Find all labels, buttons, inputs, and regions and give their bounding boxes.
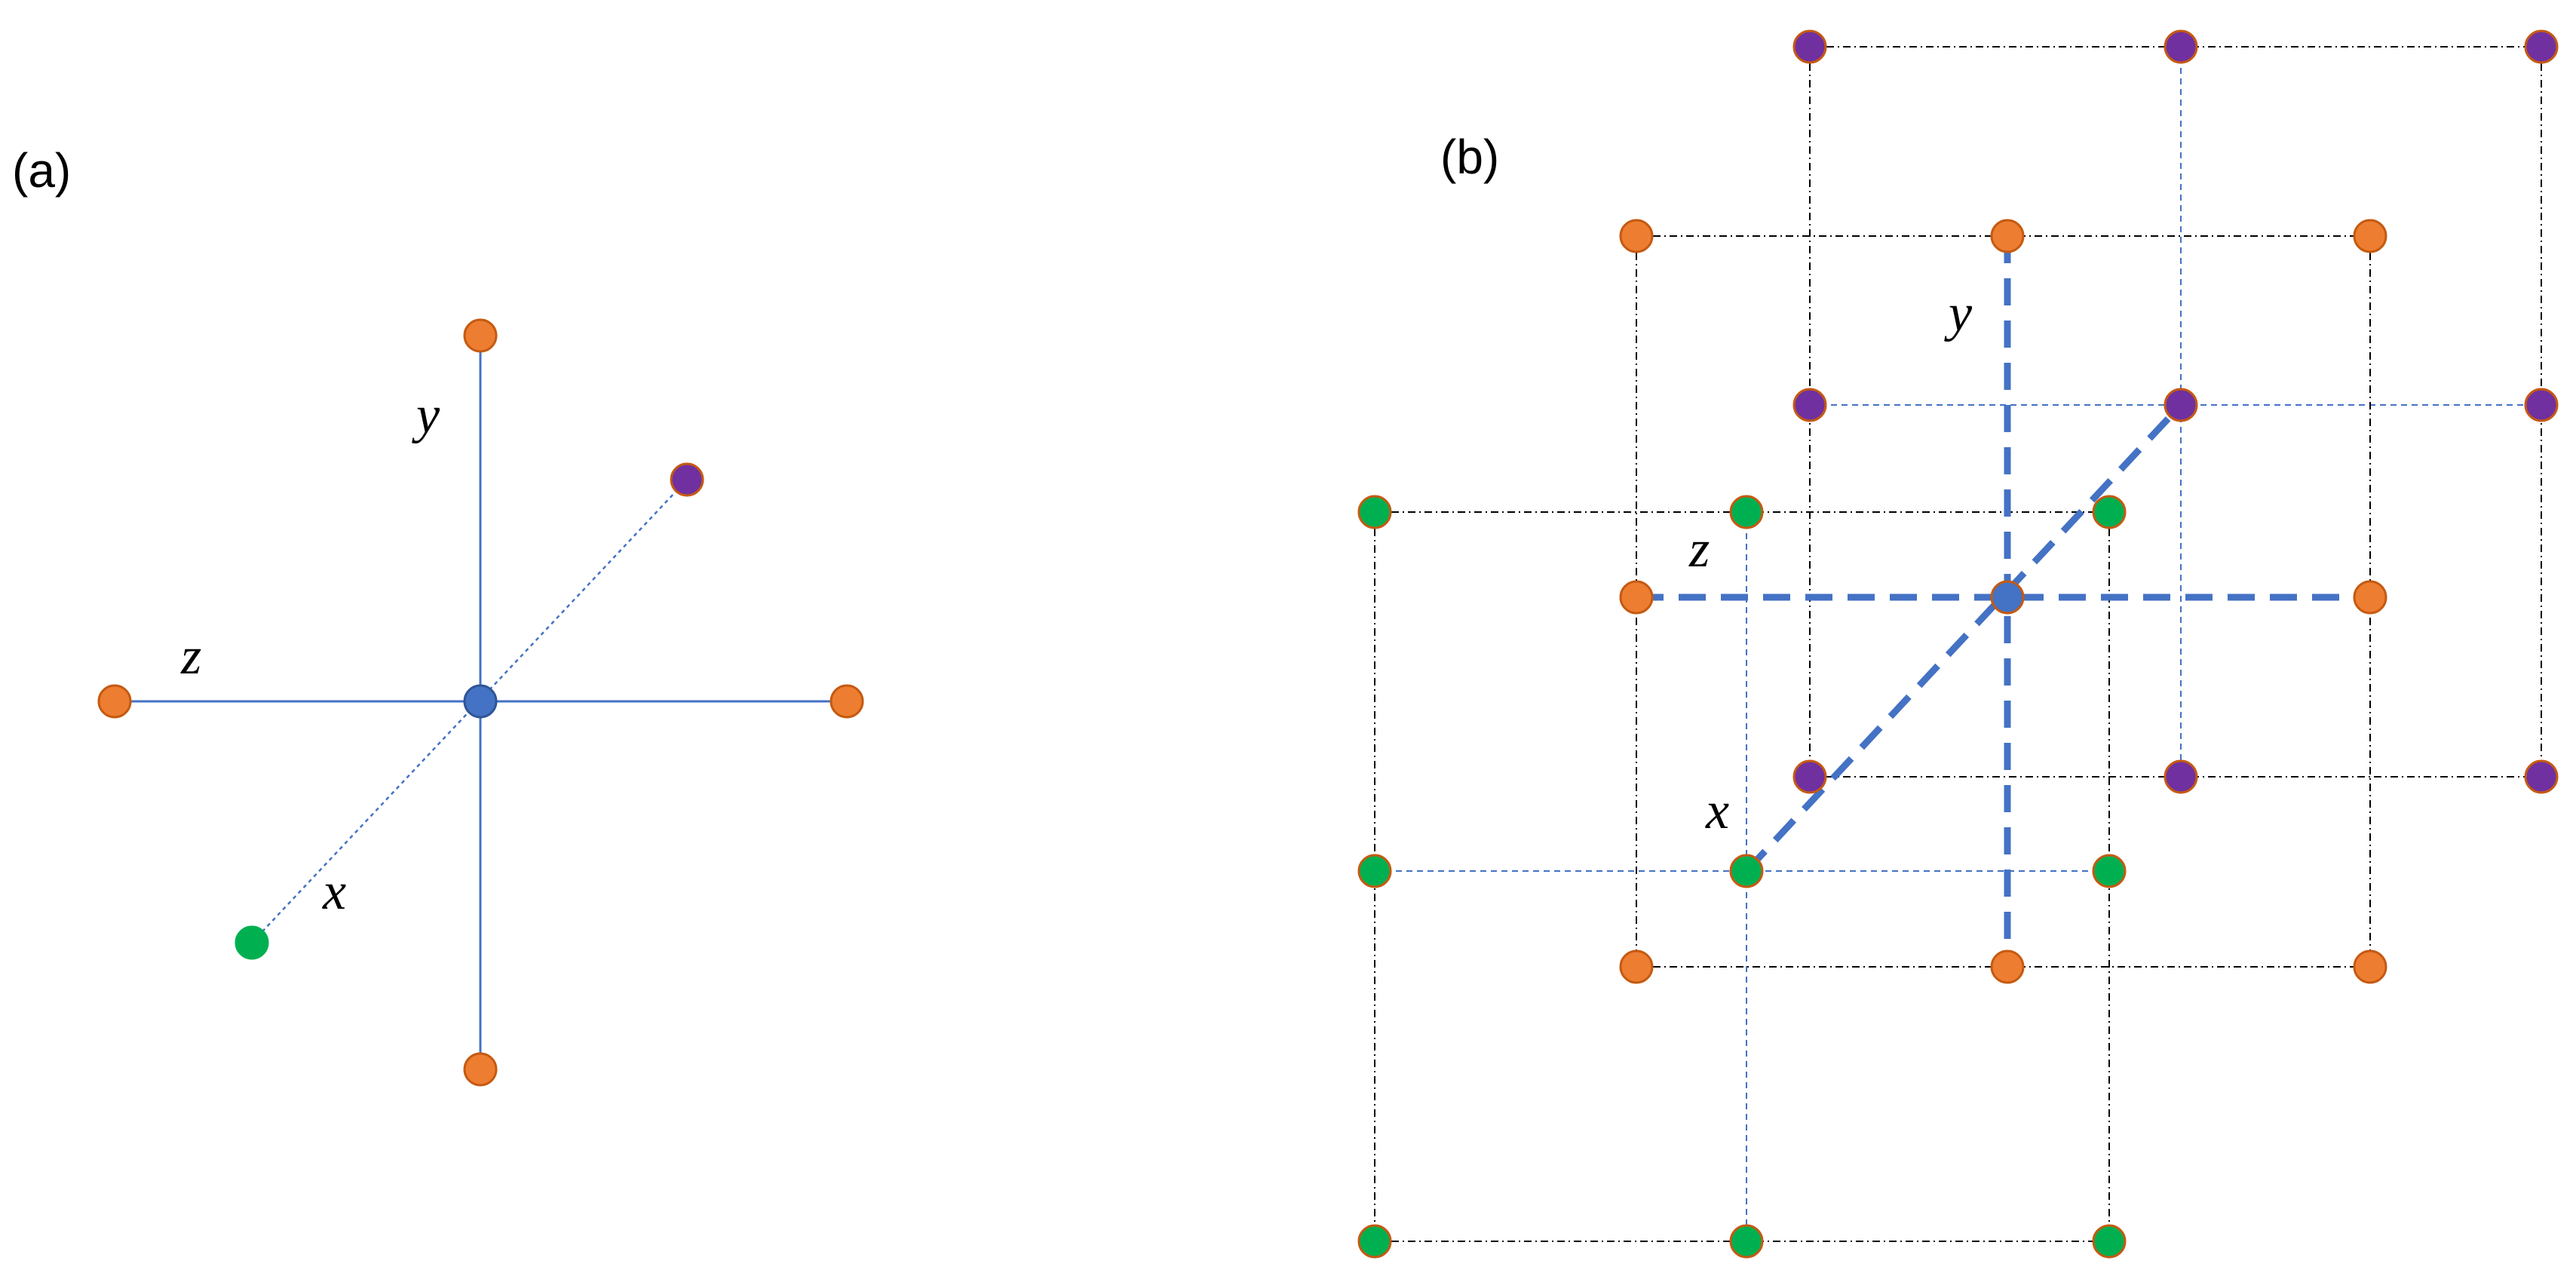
panel-b-middle-nodes <box>1619 219 2387 984</box>
panel-b-node-front <box>2092 854 2127 888</box>
panel-b-z-label: z <box>1688 520 1710 578</box>
panel-b-node-middle <box>1619 949 1654 984</box>
panel-a-node-back <box>670 462 704 497</box>
panel-b-node-back <box>2524 29 2559 64</box>
panel-b-node-back <box>1792 759 1827 794</box>
panel-a-node-bottom <box>463 1052 498 1087</box>
panel-a-node-center <box>463 684 498 719</box>
panel-a-x-label: x <box>322 863 346 921</box>
panel-b-x-axis <box>1743 402 2184 874</box>
panel-b-node-back <box>2524 759 2559 794</box>
panel-b-node-back <box>2524 388 2559 422</box>
panel-b-node-front <box>1729 495 1764 529</box>
panel-b-node-middle <box>2353 580 2387 615</box>
panel-b-node-center <box>1990 580 2025 615</box>
panel-b-node-front <box>2092 495 2127 529</box>
panel-b-node-back <box>2164 29 2198 64</box>
panel-b-node-back <box>2164 759 2198 794</box>
panel-b-node-back <box>1792 29 1827 64</box>
panel-b-back-nodes <box>1792 29 2559 794</box>
panel-a-node-left <box>97 684 132 719</box>
panel-b-node-back <box>2164 388 2198 422</box>
panel-b-node-front <box>1729 854 1764 888</box>
panel-b-node-front <box>2092 1224 2127 1259</box>
panel-b-front-nodes <box>1357 495 2127 1259</box>
panel-a-label: (a) <box>12 143 71 198</box>
panel-b-node-middle <box>2353 949 2387 984</box>
panel-b-node-front <box>1357 1224 1392 1259</box>
panel-a-z-label: z <box>180 627 201 686</box>
panel-b: (b) <box>1357 29 2559 1259</box>
panel-a-y-label: y <box>412 386 440 444</box>
panel-b-y-label: y <box>1944 284 1973 342</box>
panel-b-node-front <box>1729 1224 1764 1259</box>
panel-b-axes <box>1636 236 2370 967</box>
panel-b-node-front <box>1357 495 1392 529</box>
panel-a-node-top <box>463 318 498 353</box>
panel-b-node-middle <box>1619 219 1654 253</box>
panel-a-node-front <box>235 925 269 960</box>
panel-b-label: (b) <box>1440 130 1499 184</box>
panel-a-node-right <box>830 684 864 719</box>
panel-b-node-back <box>1792 388 1827 422</box>
panel-b-node-middle <box>2353 219 2387 253</box>
panel-b-node-middle <box>1619 580 1654 615</box>
panel-b-x-label: x <box>1705 782 1729 840</box>
panel-b-node-middle <box>1990 949 2025 984</box>
panel-b-node-middle <box>1990 219 2025 253</box>
panel-a: (a) y z x <box>12 143 864 1087</box>
panel-b-node-front <box>1357 854 1392 888</box>
